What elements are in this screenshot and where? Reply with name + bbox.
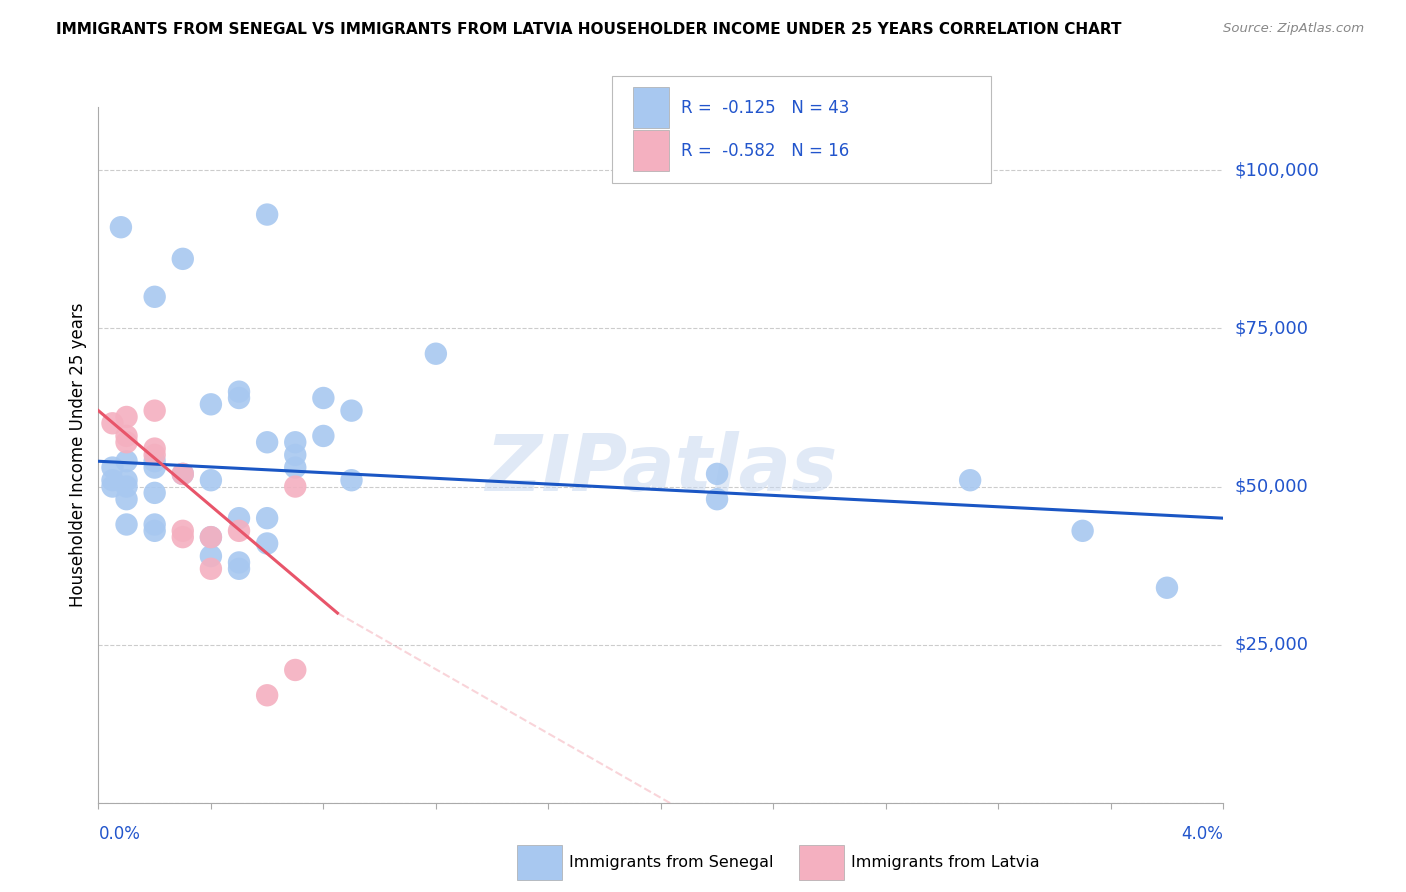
Point bbox=[228, 511, 250, 525]
Text: R =  -0.125   N = 43: R = -0.125 N = 43 bbox=[681, 99, 849, 117]
Point bbox=[101, 473, 124, 487]
Point bbox=[425, 347, 447, 361]
Point bbox=[172, 252, 194, 266]
Point bbox=[143, 290, 166, 304]
Point bbox=[228, 384, 250, 399]
Point bbox=[115, 479, 138, 493]
Y-axis label: Householder Income Under 25 years: Householder Income Under 25 years bbox=[69, 302, 87, 607]
Point bbox=[172, 524, 194, 538]
Point bbox=[115, 473, 138, 487]
Point bbox=[143, 486, 166, 500]
Point bbox=[312, 391, 335, 405]
Point bbox=[256, 208, 278, 222]
Point bbox=[115, 454, 138, 468]
Point bbox=[706, 492, 728, 507]
Text: $50,000: $50,000 bbox=[1234, 477, 1308, 496]
Point bbox=[959, 473, 981, 487]
Text: 4.0%: 4.0% bbox=[1181, 825, 1223, 843]
Point bbox=[172, 530, 194, 544]
Point bbox=[200, 397, 222, 411]
Point bbox=[256, 435, 278, 450]
Point bbox=[1071, 524, 1094, 538]
Point bbox=[115, 409, 138, 424]
Text: Immigrants from Senegal: Immigrants from Senegal bbox=[569, 855, 773, 870]
Point bbox=[200, 530, 222, 544]
Point bbox=[256, 511, 278, 525]
Point bbox=[101, 479, 124, 493]
Point bbox=[200, 549, 222, 563]
Text: Source: ZipAtlas.com: Source: ZipAtlas.com bbox=[1223, 22, 1364, 36]
Point bbox=[101, 460, 124, 475]
Point bbox=[172, 467, 194, 481]
Point bbox=[143, 454, 166, 468]
Point bbox=[228, 524, 250, 538]
Point bbox=[340, 403, 363, 417]
Point bbox=[115, 517, 138, 532]
Text: Immigrants from Latvia: Immigrants from Latvia bbox=[851, 855, 1039, 870]
Point bbox=[115, 435, 138, 450]
Point bbox=[200, 473, 222, 487]
Point bbox=[312, 429, 335, 443]
Text: $75,000: $75,000 bbox=[1234, 319, 1309, 337]
Text: $25,000: $25,000 bbox=[1234, 636, 1309, 654]
Point bbox=[172, 467, 194, 481]
Point bbox=[143, 460, 166, 475]
Point bbox=[1156, 581, 1178, 595]
Point bbox=[284, 479, 307, 493]
Point bbox=[143, 403, 166, 417]
Point bbox=[110, 220, 132, 235]
Point bbox=[706, 467, 728, 481]
Point bbox=[256, 688, 278, 702]
Point bbox=[284, 663, 307, 677]
Point bbox=[200, 562, 222, 576]
Point bbox=[228, 562, 250, 576]
Point bbox=[101, 417, 124, 431]
Point bbox=[143, 442, 166, 456]
Point bbox=[143, 448, 166, 462]
Point bbox=[228, 556, 250, 570]
Point bbox=[284, 448, 307, 462]
Point bbox=[143, 524, 166, 538]
Text: $100,000: $100,000 bbox=[1234, 161, 1319, 179]
Text: 0.0%: 0.0% bbox=[98, 825, 141, 843]
Point bbox=[284, 460, 307, 475]
Text: R =  -0.582   N = 16: R = -0.582 N = 16 bbox=[681, 142, 849, 160]
Point bbox=[256, 536, 278, 550]
Point bbox=[143, 517, 166, 532]
Text: IMMIGRANTS FROM SENEGAL VS IMMIGRANTS FROM LATVIA HOUSEHOLDER INCOME UNDER 25 YE: IMMIGRANTS FROM SENEGAL VS IMMIGRANTS FR… bbox=[56, 22, 1122, 37]
Point bbox=[340, 473, 363, 487]
Text: ZIPatlas: ZIPatlas bbox=[485, 431, 837, 507]
Point bbox=[115, 492, 138, 507]
Point bbox=[200, 530, 222, 544]
Point bbox=[115, 429, 138, 443]
Point bbox=[284, 435, 307, 450]
Point bbox=[228, 391, 250, 405]
